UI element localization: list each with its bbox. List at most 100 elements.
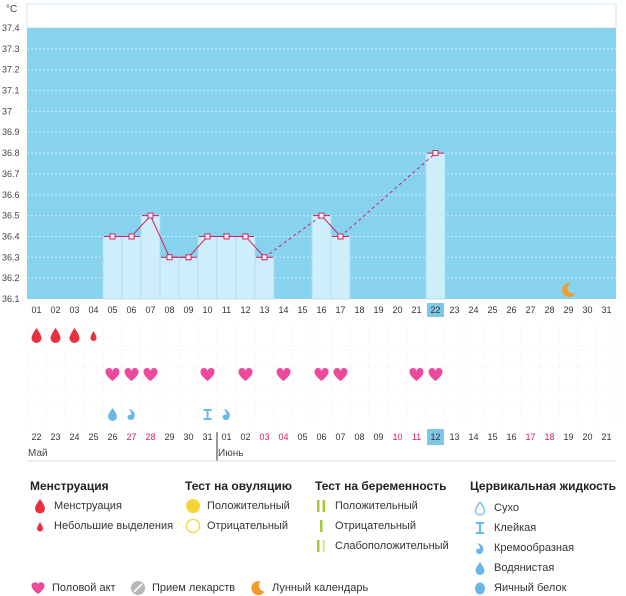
y-tick-label: 37.3 [2, 44, 20, 54]
cycle-day-label: 26 [506, 305, 516, 315]
temperature-line [245, 236, 265, 258]
ovulation-positive-icon [185, 498, 201, 514]
y-tick-label: 36.1 [2, 294, 20, 304]
temperature-bar [197, 236, 218, 300]
date-label: 17 [525, 432, 535, 442]
date-label: 30 [183, 432, 193, 442]
menstruation-light-icon [90, 331, 97, 341]
date-label: 23 [50, 432, 60, 442]
date-label: 06 [316, 432, 326, 442]
y-tick-label: 36.7 [2, 169, 20, 179]
date-label: 10 [392, 432, 402, 442]
date-label: 28 [145, 432, 155, 442]
intercourse-heart-icon [428, 367, 443, 381]
date-label: 13 [449, 432, 459, 442]
cycle-day-label: 21 [411, 305, 421, 315]
temperature-point [128, 233, 135, 240]
legend-label-intercourse: Половой акт [52, 582, 116, 594]
cycle-day-label: 07 [145, 305, 155, 315]
legend-item-pregnancy-weak: Слабоположительный [313, 538, 449, 554]
date-label: 26 [107, 432, 117, 442]
cycle-day-label: 04 [88, 305, 98, 315]
small-drop-icon [32, 518, 48, 534]
intercourse-heart-icon [333, 367, 348, 381]
menstruation-drop-icon [32, 498, 48, 514]
cycle-day-label: 08 [164, 305, 174, 315]
date-label: 08 [354, 432, 364, 442]
cervical-watery-icon [472, 560, 488, 576]
cycle-day-label: 13 [259, 305, 269, 315]
intercourse-heart-icon [238, 367, 253, 381]
highlight-day-box [427, 303, 444, 317]
cycle-day-label: 25 [487, 305, 497, 315]
legend-item-medication: Прием лекарств [130, 580, 235, 596]
legend-item-menstruation: Менструация [32, 498, 122, 514]
cycle-day-label: 03 [69, 305, 79, 315]
highlight-date-box [427, 429, 444, 445]
legend-label-medication: Прием лекарств [152, 582, 236, 594]
date-label: 16 [506, 432, 516, 442]
cycle-day-label: 09 [183, 305, 193, 315]
pregnancy-positive-icon [313, 498, 329, 514]
date-label: 21 [601, 432, 611, 442]
intercourse-heart-icon [276, 367, 291, 381]
cycle-day-label: 12 [240, 305, 250, 315]
cycle-day-label: 14 [278, 305, 288, 315]
cycle-day-label: 19 [373, 305, 383, 315]
temperature-point [166, 254, 173, 261]
menstruation-heavy-icon [69, 328, 80, 343]
legend-label-cervical-sticky: Клейкая [494, 522, 537, 534]
intercourse-heart-icon [314, 367, 329, 381]
cycle-day-label: 06 [126, 305, 136, 315]
legend-item-pregnancy-negative: Отрицательный [313, 518, 416, 534]
date-label: 20 [582, 432, 592, 442]
temperature-point [223, 233, 230, 240]
pregnancy-negative-icon [313, 518, 329, 534]
temperature-point [185, 254, 192, 261]
cycle-day-label: 22 [430, 305, 440, 315]
cervical-dry-icon [472, 500, 488, 516]
cervical-watery-icon [108, 408, 117, 421]
legend-label-light-discharge: Небольшие выделения [54, 520, 174, 532]
legend-label-cervical-creamy: Кремообразная [494, 542, 575, 554]
cycle-day-label: 01 [31, 305, 41, 315]
temperature-bar [311, 215, 332, 300]
temperature-point [242, 233, 249, 240]
temperature-bar [330, 236, 351, 300]
cycle-day-label: 02 [50, 305, 60, 315]
menstruation-heavy-icon [31, 328, 42, 343]
date-label: 05 [297, 432, 307, 442]
date-label: 29 [164, 432, 174, 442]
legend-label-cervical-dry: Сухо [494, 502, 519, 514]
temperature-line [188, 236, 208, 258]
intercourse-heart-icon [409, 367, 424, 381]
moon-icon [562, 282, 576, 297]
ovulation-negative-icon [185, 518, 201, 534]
temperature-point [109, 233, 116, 240]
date-label: 02 [240, 432, 250, 442]
intercourse-heart-icon [124, 367, 139, 381]
date-label: 03 [259, 432, 269, 442]
moon-icon [250, 580, 266, 596]
cervical-egg-white-icon [472, 580, 488, 596]
cycle-day-label: 18 [354, 305, 364, 315]
pill-icon [130, 580, 146, 596]
y-tick-label: 37.2 [2, 65, 20, 75]
legend-label-pregnancy-negative: Отрицательный [335, 520, 416, 532]
legend-title-menstruation: Менструация [30, 479, 109, 493]
legend-item-cervical-egg-white: Яичный белок [472, 580, 566, 596]
date-label: 04 [278, 432, 288, 442]
temperature-bar [102, 236, 123, 300]
legend-item-moon: Лунный календарь [250, 580, 368, 596]
legend-item-light-discharge: Небольшие выделения [32, 518, 173, 534]
cycle-day-label: 30 [582, 305, 592, 315]
date-label: 09 [373, 432, 383, 442]
temperature-bar [121, 236, 142, 300]
legend-label-pregnancy-positive: Положительный [335, 500, 418, 512]
legend-title-pregnancy: Тест на беременность [315, 479, 447, 493]
cycle-day-label: 23 [449, 305, 459, 315]
cycle-day-label: 10 [202, 305, 212, 315]
y-tick-label: 37.1 [2, 86, 20, 96]
legend-label-menstruation: Менструация [54, 500, 122, 512]
pregnancy-weak-icon [313, 538, 329, 554]
